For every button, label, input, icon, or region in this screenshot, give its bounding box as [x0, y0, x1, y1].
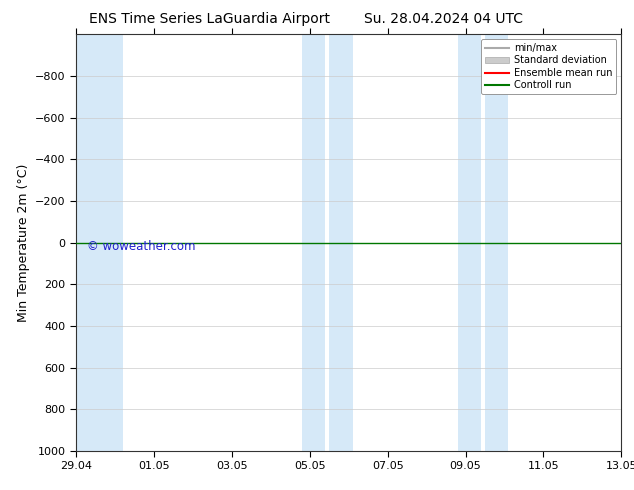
Text: Su. 28.04.2024 04 UTC: Su. 28.04.2024 04 UTC [365, 12, 523, 26]
Bar [329, 34, 353, 451]
Bar [458, 34, 481, 451]
Text: ENS Time Series LaGuardia Airport: ENS Time Series LaGuardia Airport [89, 12, 330, 26]
Bar [76, 34, 123, 451]
Bar [485, 34, 508, 451]
Y-axis label: Min Temperature 2m (°C): Min Temperature 2m (°C) [16, 163, 30, 322]
Legend: min/max, Standard deviation, Ensemble mean run, Controll run: min/max, Standard deviation, Ensemble me… [481, 39, 616, 94]
Bar [302, 34, 325, 451]
Text: © woweather.com: © woweather.com [87, 241, 195, 253]
